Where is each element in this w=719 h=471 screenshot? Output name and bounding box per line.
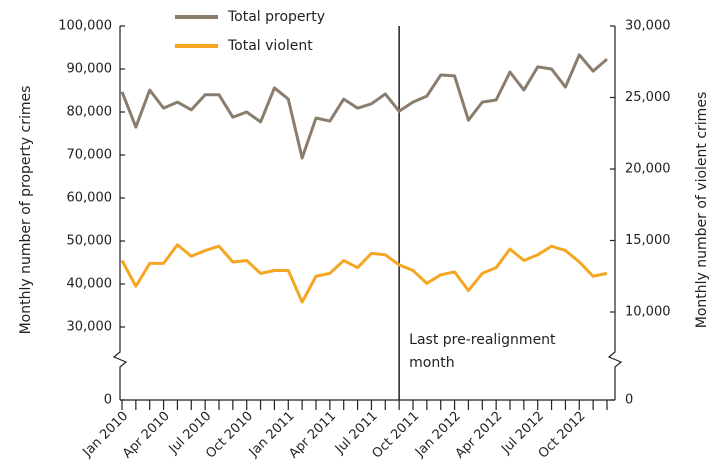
- legend-label: Total violent: [227, 38, 313, 54]
- y-tick-label: 0: [104, 393, 112, 408]
- y-tick-label: 40,000: [67, 277, 113, 292]
- y-tick-label: 90,000: [67, 62, 113, 77]
- y-axis-label: Monthly number of property crimes: [18, 86, 34, 335]
- y2-axis-label: Monthly number of violent crimes: [694, 92, 710, 328]
- y2-tick-label: 25,000: [625, 90, 671, 105]
- series-line: [120, 53, 608, 160]
- y2-axis: [607, 26, 623, 400]
- y2-tick-label: 20,000: [625, 162, 671, 177]
- y-tick-label: 50,000: [67, 234, 113, 249]
- y-tick-label: 60,000: [67, 191, 113, 206]
- y-tick-label: 30,000: [67, 320, 113, 335]
- y2-tick-label: 15,000: [625, 233, 671, 248]
- series-line: [120, 243, 608, 304]
- y2-tick-label: 10,000: [625, 305, 671, 320]
- y-tick-label: 100,000: [58, 19, 112, 34]
- y2-tick-label: 30,000: [625, 19, 671, 34]
- y-axis: [112, 26, 128, 400]
- y2-tick-label: 0: [625, 393, 633, 408]
- y-tick-label: 70,000: [67, 148, 113, 163]
- legend-label: Total property: [227, 9, 325, 25]
- annotation: month: [409, 355, 454, 371]
- y-tick-label: 80,000: [67, 105, 113, 120]
- annotation: Last pre-realignment: [409, 332, 556, 348]
